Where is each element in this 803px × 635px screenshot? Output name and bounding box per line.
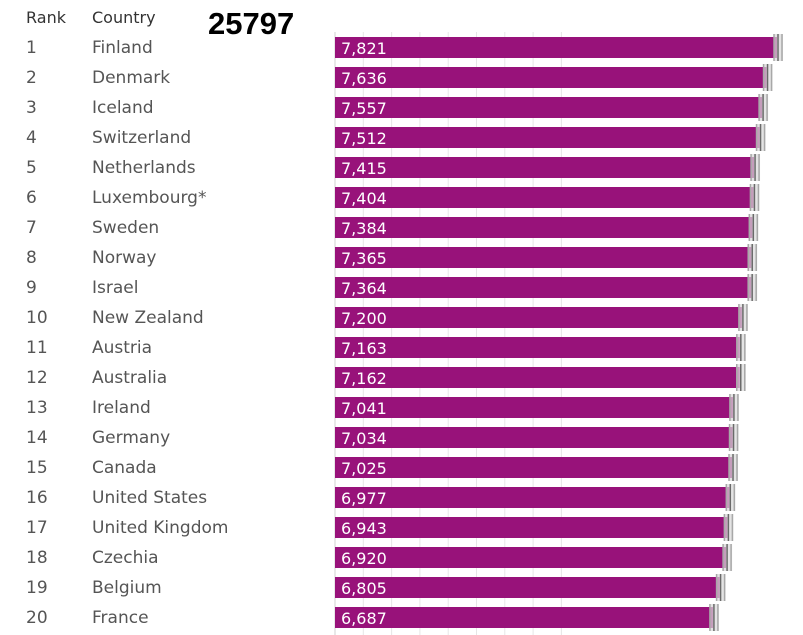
bar-value-label: 7,636 xyxy=(341,69,387,88)
rank-label: 4 xyxy=(26,128,37,148)
bar-value-label: 6,920 xyxy=(341,549,387,568)
bar xyxy=(335,247,752,268)
rank-label: 9 xyxy=(26,278,37,298)
country-label: Luxembourg* xyxy=(92,188,206,208)
rank-label: 16 xyxy=(26,488,48,508)
bar-value-label: 6,805 xyxy=(341,579,387,598)
country-label: United States xyxy=(92,488,207,508)
rank-label: 15 xyxy=(26,458,48,478)
bar-value-label: 7,404 xyxy=(341,189,387,208)
rank-label: 11 xyxy=(26,338,48,358)
bar xyxy=(335,67,767,88)
country-label: Australia xyxy=(92,368,167,388)
bar xyxy=(335,187,754,208)
bar xyxy=(335,427,733,448)
country-label: Iceland xyxy=(92,98,154,118)
bar-value-label: 7,162 xyxy=(341,369,387,388)
bar xyxy=(335,127,760,148)
country-label: Netherlands xyxy=(92,158,196,178)
rank-label: 19 xyxy=(26,578,48,598)
bar-value-label: 7,200 xyxy=(341,309,387,328)
country-label: Canada xyxy=(92,458,157,478)
rank-label: 10 xyxy=(26,308,48,328)
country-label: Finland xyxy=(92,38,153,58)
country-label: Sweden xyxy=(92,218,159,238)
country-label: Austria xyxy=(92,338,152,358)
bar-value-label: 7,384 xyxy=(341,219,387,238)
bar xyxy=(335,457,733,478)
bar xyxy=(335,97,763,118)
bar-value-label: 7,512 xyxy=(341,129,387,148)
country-label: France xyxy=(92,608,149,628)
bar-value-label: 7,364 xyxy=(341,279,387,298)
bar xyxy=(335,487,730,508)
rank-column-header: Rank xyxy=(26,8,66,27)
bar xyxy=(335,217,753,238)
bar-value-label: 7,025 xyxy=(341,459,387,478)
rank-label: 1 xyxy=(26,38,37,58)
country-label: Norway xyxy=(92,248,157,268)
bar xyxy=(335,37,777,58)
bar-value-label: 6,943 xyxy=(341,519,387,538)
rank-label: 8 xyxy=(26,248,37,268)
country-label: Belgium xyxy=(92,578,162,598)
bar xyxy=(335,307,742,328)
overlay-code: 25797 xyxy=(208,6,295,41)
bar-value-label: 7,821 xyxy=(341,39,387,58)
country-label: Israel xyxy=(92,278,138,298)
country-label: Denmark xyxy=(92,68,170,88)
rank-label: 18 xyxy=(26,548,48,568)
bar-value-label: 6,977 xyxy=(341,489,387,508)
country-label: New Zealand xyxy=(92,308,204,328)
bar-value-label: 7,034 xyxy=(341,429,387,448)
bar-value-label: 7,365 xyxy=(341,249,387,268)
country-label: Czechia xyxy=(92,548,159,568)
bar xyxy=(335,157,755,178)
rank-label: 13 xyxy=(26,398,48,418)
bar-value-label: 7,415 xyxy=(341,159,387,178)
rank-label: 17 xyxy=(26,518,48,538)
bar xyxy=(335,367,740,388)
rank-label: 12 xyxy=(26,368,48,388)
rank-label: 2 xyxy=(26,68,37,88)
bar xyxy=(335,277,752,298)
bar-value-label: 7,163 xyxy=(341,339,387,358)
country-label: Switzerland xyxy=(92,128,191,148)
rank-label: 6 xyxy=(26,188,37,208)
bar xyxy=(335,517,728,538)
rank-label: 20 xyxy=(26,608,48,628)
rank-label: 14 xyxy=(26,428,48,448)
rank-label: 3 xyxy=(26,98,37,118)
country-column-header: Country xyxy=(92,8,156,27)
bar xyxy=(335,547,727,568)
country-label: Germany xyxy=(92,428,170,448)
country-label: United Kingdom xyxy=(92,518,228,538)
bar xyxy=(335,577,720,598)
bar xyxy=(335,337,740,358)
rank-label: 5 xyxy=(26,158,37,178)
bar-value-label: 7,041 xyxy=(341,399,387,418)
bar xyxy=(335,397,733,418)
country-label: Ireland xyxy=(92,398,151,418)
bar-value-label: 6,687 xyxy=(341,609,387,628)
bar-value-label: 7,557 xyxy=(341,99,387,118)
rank-label: 7 xyxy=(26,218,37,238)
bar xyxy=(335,607,713,628)
